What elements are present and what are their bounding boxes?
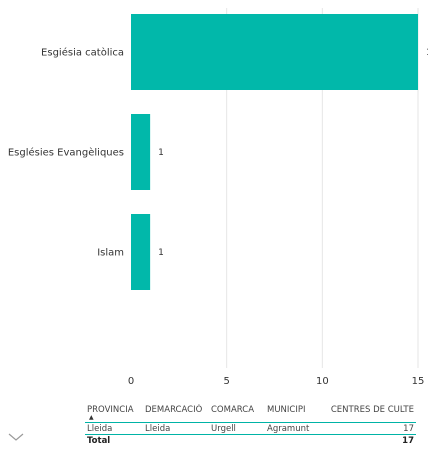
data-table: PROVINCIA ▲ DEMARCACIÓ COMARCA MUNICIPI … (85, 404, 416, 446)
data-label: 1 (426, 48, 428, 58)
x-tick-label: 0 (128, 376, 134, 387)
cell-comarca: Urgell (209, 422, 265, 435)
x-tick-label: 15 (412, 376, 425, 387)
bars (131, 14, 418, 290)
table-total-row: Total 17 (85, 434, 416, 446)
labels: 0 5 10 15 Esgiésia catòlica 1 Esglésies Evangè… (8, 47, 428, 388)
col-header-municipi[interactable]: MUNICIPI (267, 405, 306, 415)
data-label: 1 (158, 248, 164, 258)
cell-centres-de-culte: 17 (321, 422, 416, 435)
bar[interactable] (131, 214, 151, 290)
x-tick-label: 10 (316, 376, 329, 387)
table-row[interactable]: Lleida Lleida Urgell Agramunt 17 (85, 422, 416, 435)
total-label: Total (85, 434, 143, 446)
col-header-centres-de-culte[interactable]: CENTRES DE CULTE (330, 405, 414, 415)
category-label: Esglésies Evangèliques (8, 147, 124, 159)
col-header-comarca[interactable]: COMARCA (211, 405, 255, 415)
bar[interactable] (131, 14, 418, 90)
table-header-row: PROVINCIA ▲ DEMARCACIÓ COMARCA MUNICIPI … (85, 404, 416, 423)
data-label: 1 (158, 148, 164, 158)
cell-demarcacio: Lleida (143, 422, 209, 435)
category-label: Esgiésia catòlica (41, 47, 124, 59)
category-label: Islam (97, 248, 124, 259)
cell-municipi: Agramunt (265, 422, 321, 435)
chevron-down-icon[interactable] (5, 431, 27, 443)
bar-chart: 0 5 10 15 Esgiésia catòlica 1 Esglésies Evangè… (8, 8, 428, 388)
col-header-provincia[interactable]: PROVINCIA ▲ (85, 404, 143, 423)
col-header-demarcacio[interactable]: DEMARCACIÓ (145, 405, 203, 415)
cell-provincia: Lleida (85, 422, 143, 435)
bar[interactable] (131, 114, 151, 190)
x-tick-label: 5 (223, 376, 229, 387)
total-value: 17 (321, 434, 416, 446)
sort-ascending-icon[interactable]: ▲ (89, 414, 94, 421)
